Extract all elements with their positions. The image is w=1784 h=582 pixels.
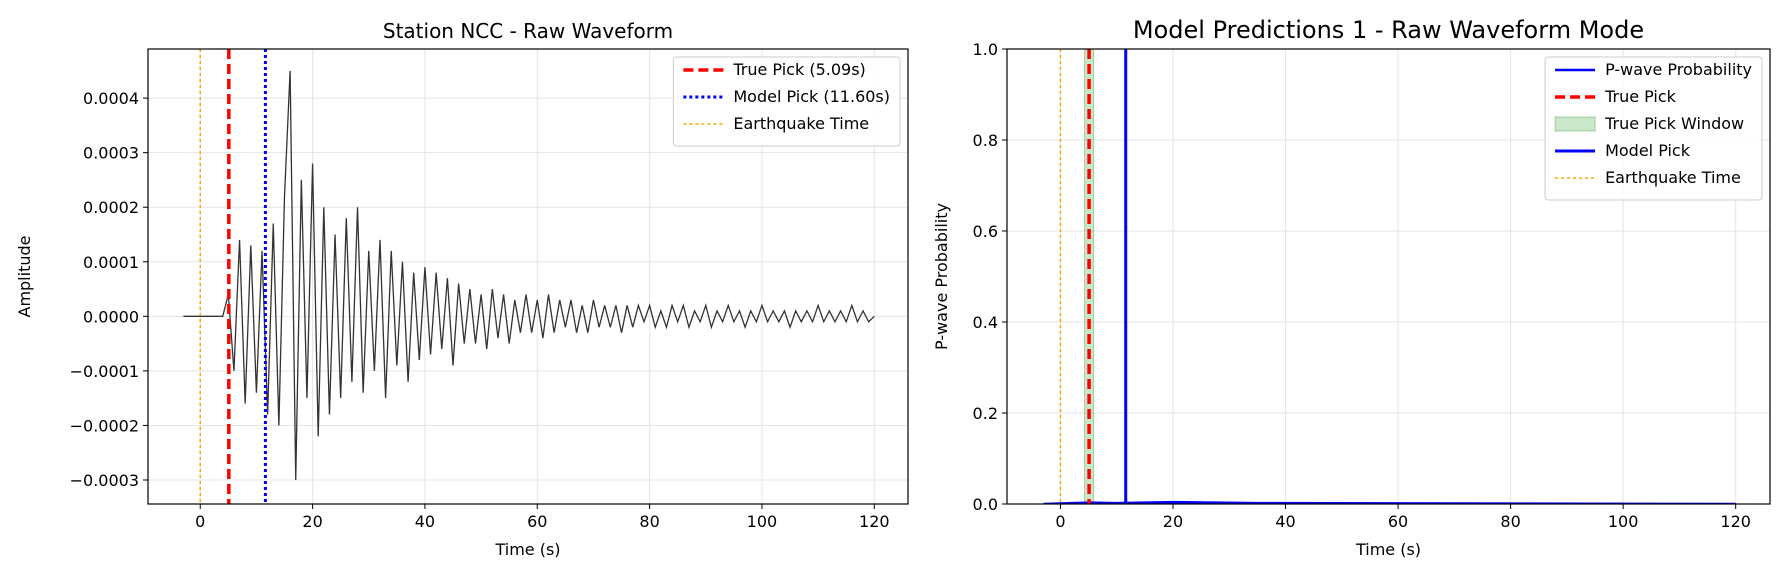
x-axis-label: Time (s)	[1355, 540, 1421, 559]
subplot: 0 20 40 60 80 100 120 −0.0003 −0.0002 −0.0001 0.00…	[15, 19, 909, 559]
axes-frame	[147, 48, 909, 505]
plot-area	[1043, 49, 1736, 504]
legend-label: Model Pick	[1605, 141, 1691, 160]
x-tick-label: 100	[747, 512, 778, 531]
x-tick-label: 80	[1500, 512, 1520, 531]
y-tick-label: 0.0003	[83, 144, 139, 163]
x-tick-label: 60	[1388, 512, 1408, 531]
x-tick-label: 40	[415, 512, 435, 531]
x-tick-label: 120	[859, 512, 890, 531]
legend-box	[1544, 56, 1763, 201]
legend: P-wave Probability True Pick True Pick Win…	[1544, 56, 1763, 201]
legend: True Pick (5.09s) Model Pick (11.60s) Eart…	[672, 56, 901, 147]
y-axis-label: Amplitude	[15, 236, 34, 318]
legend-label: True Pick Window	[1604, 114, 1744, 133]
y-tick-label: 1.0	[973, 40, 998, 59]
x-tick-label: 20	[1163, 512, 1183, 531]
y-tick-label: 0.0000	[83, 307, 139, 326]
x-tick-label: 20	[302, 512, 322, 531]
y-tick-label: −0.0003	[70, 471, 139, 490]
plot-area	[183, 49, 875, 504]
x-tick-label: 100	[1608, 512, 1639, 531]
legend-label: True Pick (5.09s)	[732, 60, 865, 79]
series-line	[183, 70, 875, 481]
legend-label: Earthquake Time	[733, 114, 869, 133]
x-tick-label: 80	[639, 512, 659, 531]
y-tick-label: 0.2	[973, 404, 998, 423]
x-axis-label: Time (s)	[494, 540, 560, 559]
y-tick-label: 0.6	[973, 222, 998, 241]
y-tick-label: 0.0004	[83, 89, 139, 108]
y-tick-label: 0.0	[973, 495, 998, 514]
y-tick-label: −0.0001	[70, 362, 139, 381]
axes-frame	[1006, 48, 1771, 505]
legend-label: P-wave Probability	[1605, 60, 1752, 79]
series-line	[1043, 500, 1736, 504]
chart-title: Model Predictions 1 - Raw Waveform Mode	[1133, 16, 1644, 44]
y-axis-label: P-wave Probability	[932, 203, 951, 350]
y-tick-label: 0.8	[973, 131, 998, 150]
legend-label: Earthquake Time	[1605, 168, 1741, 187]
x-tick-label: 60	[527, 512, 547, 531]
y-tick-label: −0.0002	[70, 416, 139, 435]
y-tick-label: 0.4	[973, 313, 998, 332]
x-tick-label: 0	[1055, 512, 1065, 531]
legend-label: True Pick	[1604, 87, 1677, 106]
y-tick-label: 0.0001	[83, 253, 139, 272]
x-tick-label: 0	[195, 512, 205, 531]
legend-swatch	[1554, 116, 1596, 132]
legend-label: Model Pick (11.60s)	[733, 87, 890, 106]
chart-title: Station NCC - Raw Waveform	[383, 19, 673, 43]
legend-box	[672, 56, 901, 147]
x-tick-label: 120	[1720, 512, 1751, 531]
x-tick-label: 40	[1275, 512, 1295, 531]
y-tick-label: 0.0002	[83, 198, 139, 217]
subplot: 0 20 40 60 80 100 120 0.0 0.2 0.4 0.6 0.8 1.0 Model P…	[932, 16, 1771, 559]
